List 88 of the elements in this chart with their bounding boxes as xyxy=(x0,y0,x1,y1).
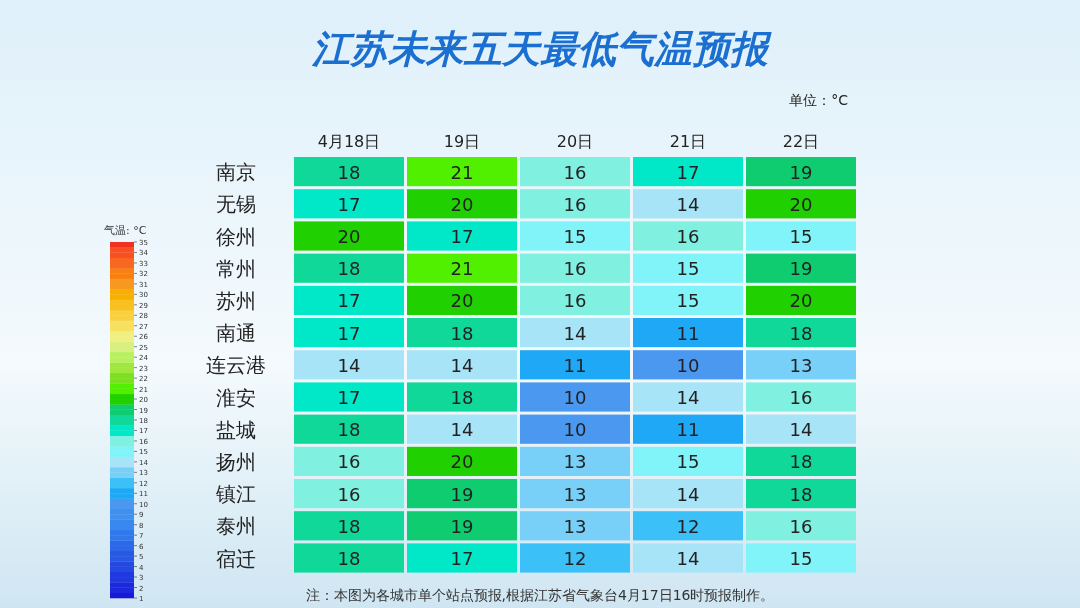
y-tick-label: 镇江 xyxy=(215,482,256,507)
data-label: 17 xyxy=(337,290,361,312)
data-label: 20 xyxy=(789,290,813,312)
data-label: 14 xyxy=(676,193,700,215)
data-label: 20 xyxy=(789,193,813,215)
data-label: 16 xyxy=(789,387,813,408)
data-label: 20 xyxy=(450,193,474,215)
data-label: 16 xyxy=(676,226,700,247)
data-label: 20 xyxy=(337,226,361,247)
data-label: 19 xyxy=(450,515,474,537)
data-label: 18 xyxy=(450,387,474,408)
data-label: 15 xyxy=(676,451,700,473)
data-label: 14 xyxy=(450,419,474,441)
data-label: 21 xyxy=(450,258,474,280)
text: 单位：°C xyxy=(789,92,849,108)
y-tick-label: 扬州 xyxy=(216,449,256,474)
y-tick-label: 盐城 xyxy=(216,417,256,442)
data-label: 11 xyxy=(676,322,700,344)
data-label: 14 xyxy=(676,387,700,408)
data-label: 16 xyxy=(337,483,361,505)
heatmap: 18 21 16 17 19 17 20 16 14 20 20 17 15 16 15 18 21 16 15 19 17 20 16 15 20 17 18 14 11 18 14 14 11 10 13 17 18 10 14 16 18 14 10 11 14 16 20 13 15 18 16 19 13 14 18 18 19 13 12 16 18 17 12 14 15 xyxy=(294,157,856,573)
x-tick-label: 22日 xyxy=(782,132,820,151)
y-tick-label: 南京 xyxy=(216,160,256,185)
data-label: 20 xyxy=(450,451,474,473)
color-bar-title: 气温: °C xyxy=(104,224,147,237)
data-label: 21 xyxy=(450,161,474,183)
data-label: 19 xyxy=(789,258,813,280)
y-tick-label: 常州 xyxy=(216,256,256,281)
data-label: 18 xyxy=(450,322,474,344)
data-label: 12 xyxy=(676,515,700,537)
y-tick-label: 淮安 xyxy=(216,385,256,410)
data-label: 16 xyxy=(563,258,587,280)
data-label: 16 xyxy=(563,290,587,312)
data-label: 13 xyxy=(563,515,587,537)
data-label: 15 xyxy=(789,548,813,569)
data-label: 15 xyxy=(676,290,700,312)
data-label: 15 xyxy=(563,226,587,247)
data-label: 10 xyxy=(563,419,587,441)
data-label: 13 xyxy=(563,451,587,473)
chart-title: 江苏未来五天最低气温预报 xyxy=(311,27,772,71)
data-label: 17 xyxy=(337,193,361,215)
data-label: 17 xyxy=(676,161,700,183)
x-tick-label: 21日 xyxy=(669,132,707,151)
y-tick-label: 泰州 xyxy=(216,514,256,539)
y-tick-label: 无锡 xyxy=(216,192,256,217)
data-label: 16 xyxy=(563,161,587,183)
data-label: 17 xyxy=(450,226,474,247)
data-label: 14 xyxy=(676,483,700,505)
data-label: 13 xyxy=(563,483,587,505)
data-label: 15 xyxy=(676,258,700,280)
data-label: 18 xyxy=(337,515,361,537)
data-label: 14 xyxy=(789,419,813,441)
data-label: 18 xyxy=(337,161,361,183)
data-label: 18 xyxy=(337,258,361,280)
data-label: 13 xyxy=(789,354,813,376)
data-label: 19 xyxy=(789,161,813,183)
data-label: 17 xyxy=(450,548,474,569)
data-label: 16 xyxy=(337,451,361,473)
data-label: 14 xyxy=(676,548,700,569)
y-tick-label: 南通 xyxy=(216,321,256,346)
data-label: 18 xyxy=(337,419,361,441)
y-tick-label: 宿迁 xyxy=(216,546,256,571)
y-tick-label: 徐州 xyxy=(216,224,256,249)
x-tick-label: 20日 xyxy=(556,132,594,151)
data-label: 11 xyxy=(676,419,700,441)
data-label: 10 xyxy=(563,387,587,408)
data-label: 16 xyxy=(563,193,587,215)
data-label: 17 xyxy=(337,322,361,344)
data-label: 15 xyxy=(789,226,813,247)
data-label: 18 xyxy=(789,322,813,344)
data-label: 10 xyxy=(676,354,700,376)
data-label: 12 xyxy=(563,548,587,569)
data-label: 20 xyxy=(450,290,474,312)
data-label: 14 xyxy=(563,322,587,344)
y-tick-label: 连云港 xyxy=(206,353,266,378)
data-label: 14 xyxy=(450,354,474,376)
data-label: 18 xyxy=(789,483,813,505)
data-label: 11 xyxy=(563,354,587,376)
data-label: 19 xyxy=(450,483,474,505)
data-label: 14 xyxy=(337,354,361,376)
data-label: 16 xyxy=(789,515,813,537)
data-label: 18 xyxy=(337,548,361,569)
y-tick-label: 苏州 xyxy=(216,288,256,313)
data-label: 18 xyxy=(789,451,813,473)
text: 注：本图为各城市单个站点预报,根据江苏省气象台4月17日16时预报制作。 xyxy=(305,587,775,603)
x-tick-label: 4月18日 xyxy=(317,132,381,151)
data-label: 17 xyxy=(337,387,361,408)
x-tick-label: 19日 xyxy=(443,132,481,151)
